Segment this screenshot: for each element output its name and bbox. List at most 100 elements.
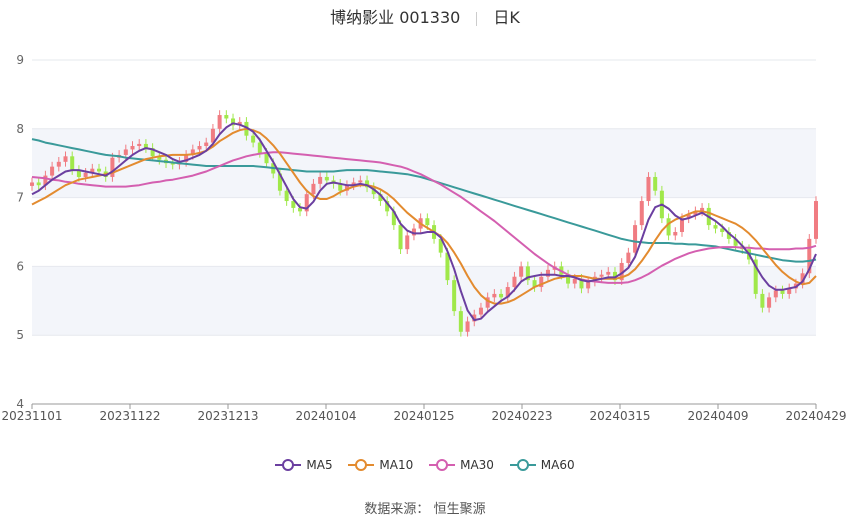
chart-title: 博纳影业 001330 日K (0, 4, 850, 28)
chart-period: 日K (493, 8, 520, 27)
y-tick-label: 8 (16, 122, 24, 136)
legend-item-ma60[interactable]: MA60 (509, 458, 575, 472)
candle-body (264, 152, 269, 164)
legend: MA5 MA10 MA30 MA60 (0, 458, 850, 475)
candle-body (532, 280, 537, 288)
candle-body (29, 182, 35, 186)
candle-body (237, 121, 242, 126)
title-divider (476, 11, 478, 26)
candle-body (231, 118, 236, 126)
candle-body (512, 276, 517, 288)
candle-body (519, 266, 524, 277)
candle-body (666, 218, 671, 236)
candle-body (686, 214, 691, 219)
candle-body (612, 271, 617, 281)
x-tick-label: 20240409 (687, 409, 748, 423)
legend-label-ma5: MA5 (306, 458, 333, 472)
candle-body (700, 207, 705, 212)
candle-body (123, 149, 128, 155)
candle-body (76, 170, 81, 177)
source-value: 恒生聚源 (433, 502, 486, 517)
candle-body (365, 180, 370, 188)
candle-body (197, 146, 202, 150)
candle-body (566, 274, 571, 284)
legend-item-ma5[interactable]: MA5 (275, 458, 333, 472)
legend-item-ma10[interactable]: MA10 (348, 458, 413, 472)
candle-body (157, 156, 162, 160)
candle-body (633, 225, 638, 253)
ma10-legend-icon (348, 459, 375, 471)
candle-body (639, 201, 644, 226)
y-tick-label: 6 (16, 259, 24, 273)
candle-body (733, 238, 738, 246)
candle-body (780, 290, 785, 294)
candle-body (184, 154, 189, 162)
candle-body (800, 273, 805, 284)
x-tick-label: 20240125 (393, 409, 454, 423)
candle-body (405, 235, 410, 250)
x-tick-label: 20240223 (491, 409, 552, 423)
candle-body (411, 228, 416, 236)
candle-body (251, 135, 256, 143)
legend-item-ma30[interactable]: MA30 (429, 458, 494, 472)
legend-label-ma60: MA60 (540, 458, 575, 472)
candle-body (170, 163, 175, 165)
candle-body (210, 128, 215, 143)
candle-body (143, 143, 148, 149)
candle-body (137, 143, 142, 146)
legend-label-ma10: MA10 (379, 458, 414, 472)
candle-body (324, 176, 329, 181)
candle-body (358, 180, 363, 183)
candle-body (63, 156, 68, 162)
candle-body (257, 142, 262, 153)
candle-body (478, 307, 483, 315)
candle-body (773, 290, 778, 298)
candle-body (505, 287, 510, 298)
candle-body (720, 228, 725, 232)
candle-body (492, 293, 497, 298)
y-tick-label: 9 (16, 53, 24, 67)
candle-body (586, 281, 591, 289)
candle-body (36, 182, 41, 186)
candle-body (291, 201, 296, 208)
candle-body (465, 321, 470, 332)
candle-body (284, 190, 289, 202)
candle-body (606, 271, 611, 275)
candle-body (693, 211, 698, 215)
candle-body (344, 185, 349, 191)
candle-body (90, 168, 95, 173)
candle-body (318, 176, 323, 184)
candle-body (371, 187, 376, 195)
ma60-line (31, 138, 817, 263)
candle-body (277, 173, 282, 191)
ma10-line (31, 127, 817, 305)
candle-body (452, 280, 457, 312)
candle-body (525, 266, 530, 281)
candle-body (204, 142, 209, 146)
candle-body (190, 149, 195, 155)
candle-body (767, 297, 772, 308)
candle-body (653, 176, 658, 191)
candle-body (787, 288, 792, 294)
legend-label-ma30: MA30 (460, 458, 494, 472)
x-tick-label: 20240315 (589, 409, 650, 423)
stock-name: 博纳影业 001330 (330, 8, 461, 27)
ma5-line (31, 122, 817, 322)
candle-body (445, 252, 450, 281)
candle-body (338, 183, 343, 191)
candle-body (579, 278, 584, 289)
candle-body (760, 293, 765, 308)
candle-body (572, 278, 577, 284)
x-tick-label: 20240429 (785, 409, 846, 423)
candle-body (311, 183, 316, 195)
grid-band (32, 266, 816, 336)
candle-body (50, 166, 55, 176)
ma5-legend-icon (275, 459, 302, 471)
candle-body (545, 269, 550, 277)
source-label: 数据来源： (364, 502, 430, 517)
candle-body (398, 225, 403, 250)
candle-body (626, 252, 631, 263)
candle-body (96, 168, 102, 172)
candle-body (438, 238, 443, 253)
